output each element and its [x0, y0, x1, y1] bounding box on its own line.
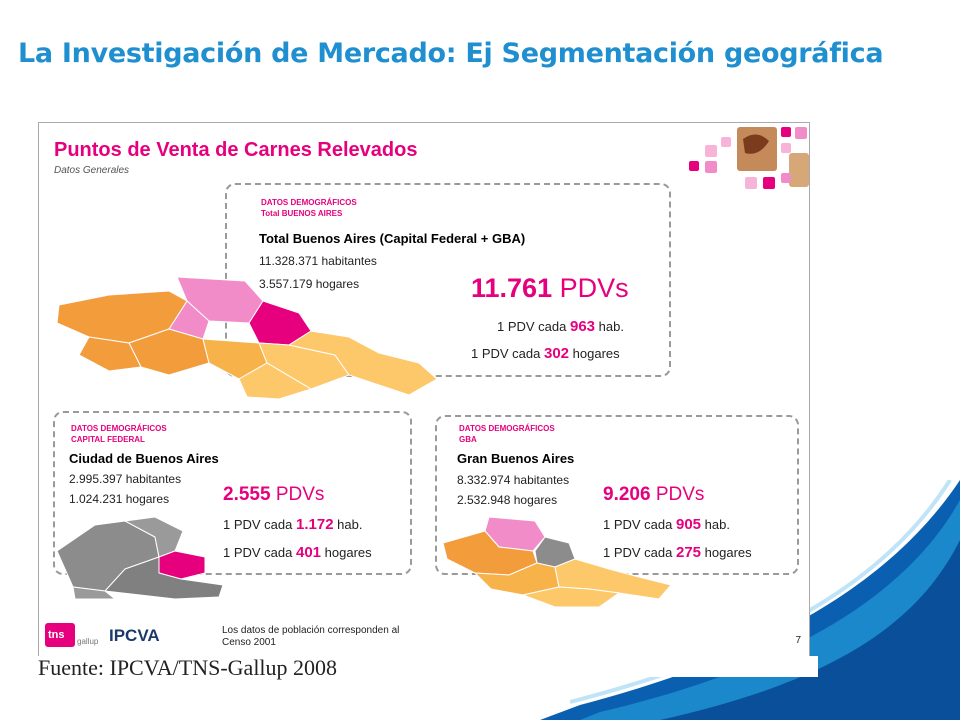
page-title: La Investigación de Mercado: Ej Segmenta…: [18, 38, 884, 69]
total-demo-label-1: DATOS DEMOGRÁFICOS: [261, 198, 357, 207]
total-pdv-number: 11.761: [471, 273, 553, 303]
source-caption: Fuente: IPCVA/TNS-Gallup 2008: [38, 655, 338, 680]
tns-logo-text: tns: [48, 629, 65, 641]
gba-habitantes: 8.332.974 habitantes: [457, 473, 570, 487]
total-demo-label-2: Total BUENOS AIRES: [261, 209, 343, 218]
total-habitantes: 11.328.371 habitantes: [259, 254, 377, 268]
total-pdv-per-hab-value: 963: [570, 318, 596, 335]
source-background: [38, 656, 818, 677]
capital-pdv-number: 2.555: [223, 484, 271, 505]
capital-pdv-per-hab-value: 1.172: [296, 516, 334, 533]
capital-demo-label-2: CAPITAL FEDERAL: [71, 435, 145, 444]
gba-pdv-per-hogar: 1 PDV cada 275 hogares: [603, 544, 752, 561]
blue-swoosh-decoration: [540, 480, 960, 720]
gba-pdv-per-hab-value: 905: [676, 516, 702, 533]
gba-pdv-per-hab: 1 PDV cada 905 hab.: [603, 516, 730, 533]
footnote-line-1: Los datos de población corresponden al: [222, 625, 400, 636]
gallup-logo-text: gallup: [77, 637, 99, 646]
capital-hogares: 1.024.231 hogares: [69, 492, 170, 506]
ipcva-logo: IPCVA: [109, 626, 160, 645]
total-title: Total Buenos Aires (Capital Federal + GB…: [259, 231, 526, 246]
total-pdv-per-hogar-value: 302: [544, 345, 570, 362]
gba-pdv-number: 9.206: [603, 484, 651, 505]
slide-subtitle: Datos Generales: [54, 165, 130, 176]
gba-hogares: 2.532.948 hogares: [457, 493, 558, 507]
capital-pdv-unit: PDVs: [275, 484, 325, 505]
tns-logo: [45, 623, 75, 647]
capital-pdv-per-hogar: 1 PDV cada 401 hogares: [223, 544, 372, 561]
census-footnote: Los datos de población corresponden al C…: [222, 625, 452, 649]
gba-title: Gran Buenos Aires: [457, 451, 575, 466]
gba-pdv-per-hogar-value: 275: [676, 544, 702, 561]
gba-demo-label-1: DATOS DEMOGRÁFICOS: [459, 424, 555, 433]
slide-title: Puntos de Venta de Carnes Relevados: [54, 139, 418, 161]
total-pdv-per-hogar: 1 PDV cada 302 hogares: [471, 345, 620, 362]
total-pdv-unit: PDVs: [559, 273, 629, 303]
slide-image: Puntos de Venta de Carnes Relevados Dato…: [38, 122, 810, 658]
gba-pdv-unit: PDVs: [655, 484, 705, 505]
total-pdv-per-hab: 1 PDV cada 963 hab.: [497, 318, 624, 335]
total-buenos-aires-map: [56, 276, 438, 399]
gba-demo-label-2: GBA: [459, 435, 477, 444]
meat-photos-decoration: [689, 127, 809, 189]
footnote-line-2: Censo 2001: [222, 637, 276, 648]
total-pdv-count: 11.761 PDVs: [471, 273, 629, 304]
capital-federal-box: [53, 411, 412, 575]
gran-buenos-aires-map: [442, 516, 672, 608]
capital-pdv-count: 2.555 PDVs: [223, 484, 324, 506]
total-hogares: 3.557.179 hogares: [259, 277, 360, 291]
capital-demo-label-1: DATOS DEMOGRÁFICOS: [71, 424, 167, 433]
slide-number: 7: [795, 635, 801, 646]
capital-federal-map: [56, 516, 224, 600]
capital-pdv-per-hab: 1 PDV cada 1.172 hab.: [223, 516, 363, 533]
gba-pdv-count: 9.206 PDVs: [603, 484, 704, 506]
capital-pdv-per-hogar-value: 401: [296, 544, 322, 561]
capital-title: Ciudad de Buenos Aires: [69, 451, 219, 466]
capital-habitantes: 2.995.397 habitantes: [69, 472, 182, 486]
